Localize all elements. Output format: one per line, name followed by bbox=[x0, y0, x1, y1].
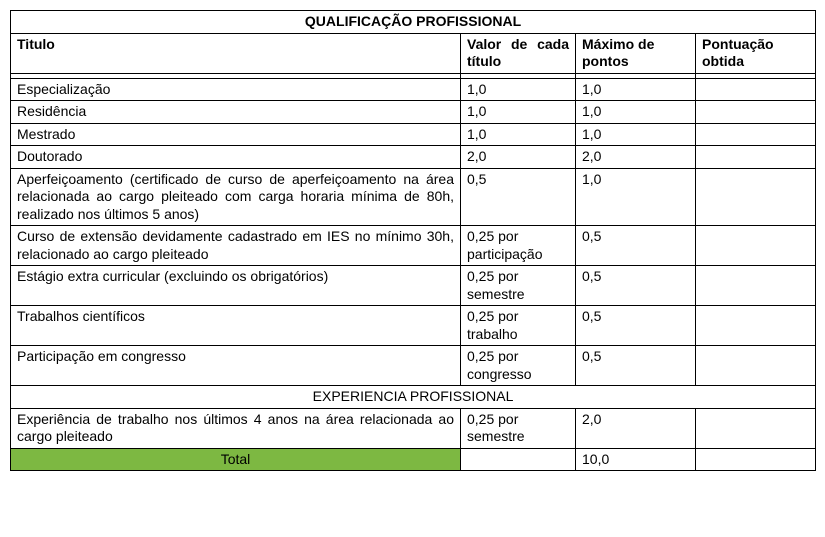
col-header-valor: Valor de cada título bbox=[461, 33, 576, 73]
cell-valor: 1,0 bbox=[461, 123, 576, 146]
col-header-titulo: Titulo bbox=[11, 33, 461, 73]
cell-maximo: 1,0 bbox=[576, 78, 696, 101]
cell-maximo: 0,5 bbox=[576, 346, 696, 386]
cell-obtida bbox=[696, 78, 816, 101]
cell-obtida bbox=[696, 266, 816, 306]
column-header-row: TituloValor de cada títuloMáximo de pont… bbox=[11, 33, 816, 73]
cell-maximo: 1,0 bbox=[576, 168, 696, 226]
total-row: Total 10,0 bbox=[11, 448, 816, 471]
table-row: Trabalhos científicos0,25 por trabalho0,… bbox=[11, 306, 816, 346]
col-header-pontuacao: Pontuação obtida bbox=[696, 33, 816, 73]
cell-obtida bbox=[696, 226, 816, 266]
cell-titulo: Residência bbox=[11, 101, 461, 124]
cell-valor: 0,25 por semestre bbox=[461, 266, 576, 306]
table-row: Mestrado1,01,0 bbox=[11, 123, 816, 146]
table-row: Curso de extensão devidamente cadastrado… bbox=[11, 226, 816, 266]
cell-titulo: Aperfeiçoamento (certificado de curso de… bbox=[11, 168, 461, 226]
total-maximo: 10,0 bbox=[576, 448, 696, 471]
cell-obtida bbox=[696, 168, 816, 226]
total-obtida bbox=[696, 448, 816, 471]
cell-titulo: Experiência de trabalho nos últimos 4 an… bbox=[11, 408, 461, 448]
cell-obtida bbox=[696, 306, 816, 346]
cell-valor: 0,25 por congresso bbox=[461, 346, 576, 386]
cell-maximo: 0,5 bbox=[576, 306, 696, 346]
cell-valor: 0,25 por trabalho bbox=[461, 306, 576, 346]
table-row: Especialização1,01,0 bbox=[11, 78, 816, 101]
table-row: Participação em congresso0,25 por congre… bbox=[11, 346, 816, 386]
qualification-table: QUALIFICAÇÃO PROFISSIONALTituloValor de … bbox=[10, 10, 816, 471]
table-row: Experiência de trabalho nos últimos 4 an… bbox=[11, 408, 816, 448]
cell-valor: 0,25 por semestre bbox=[461, 408, 576, 448]
col-header-maximo: Máximo de pontos bbox=[576, 33, 696, 73]
cell-titulo: Mestrado bbox=[11, 123, 461, 146]
cell-maximo: 2,0 bbox=[576, 146, 696, 169]
total-valor bbox=[461, 448, 576, 471]
table-row: Doutorado2,02,0 bbox=[11, 146, 816, 169]
cell-obtida bbox=[696, 408, 816, 448]
section-header-row: EXPERIENCIA PROFISSIONAL bbox=[11, 386, 816, 409]
table-row: Estágio extra curricular (excluindo os o… bbox=[11, 266, 816, 306]
cell-valor: 1,0 bbox=[461, 101, 576, 124]
cell-maximo: 0,5 bbox=[576, 226, 696, 266]
total-label: Total bbox=[11, 448, 461, 471]
cell-maximo: 1,0 bbox=[576, 101, 696, 124]
cell-titulo: Especialização bbox=[11, 78, 461, 101]
cell-maximo: 0,5 bbox=[576, 266, 696, 306]
cell-maximo: 1,0 bbox=[576, 123, 696, 146]
cell-obtida bbox=[696, 146, 816, 169]
cell-titulo: Estágio extra curricular (excluindo os o… bbox=[11, 266, 461, 306]
cell-valor: 0,25 por participação bbox=[461, 226, 576, 266]
cell-valor: 1,0 bbox=[461, 78, 576, 101]
section-header-experiencia: EXPERIENCIA PROFISSIONAL bbox=[11, 386, 816, 409]
table-row: Aperfeiçoamento (certificado de curso de… bbox=[11, 168, 816, 226]
cell-valor: 0,5 bbox=[461, 168, 576, 226]
section-header-qualificacao: QUALIFICAÇÃO PROFISSIONAL bbox=[11, 11, 816, 34]
section-header-row: QUALIFICAÇÃO PROFISSIONAL bbox=[11, 11, 816, 34]
cell-obtida bbox=[696, 123, 816, 146]
cell-obtida bbox=[696, 346, 816, 386]
cell-obtida bbox=[696, 101, 816, 124]
cell-maximo: 2,0 bbox=[576, 408, 696, 448]
cell-titulo: Participação em congresso bbox=[11, 346, 461, 386]
cell-titulo: Curso de extensão devidamente cadastrado… bbox=[11, 226, 461, 266]
cell-titulo: Doutorado bbox=[11, 146, 461, 169]
cell-titulo: Trabalhos científicos bbox=[11, 306, 461, 346]
table-row: Residência1,01,0 bbox=[11, 101, 816, 124]
cell-valor: 2,0 bbox=[461, 146, 576, 169]
